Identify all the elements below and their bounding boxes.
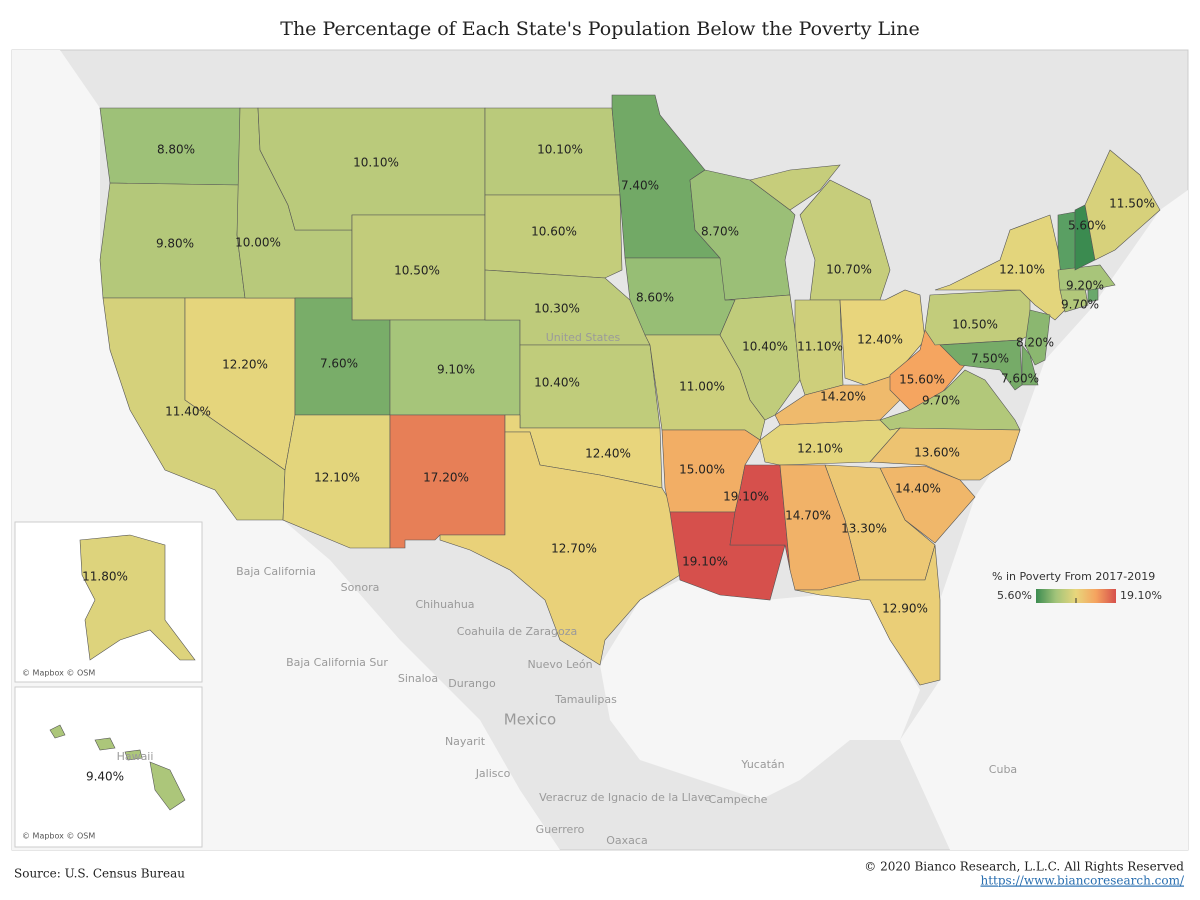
value-label: 14.40% [895, 482, 941, 496]
value-label: 14.70% [785, 509, 831, 523]
value-label: 5.60% [1068, 219, 1106, 233]
basemap-label: Cuba [989, 763, 1017, 776]
value-label: 9.20% [1066, 279, 1104, 293]
state-region [79, 534, 196, 661]
value-label: 17.20% [423, 471, 469, 485]
value-label: 10.60% [531, 225, 577, 239]
value-label: 12.40% [857, 333, 903, 347]
value-label: 9.10% [437, 363, 475, 377]
basemap-label: Guerrero [536, 823, 585, 836]
value-label: 14.20% [820, 390, 866, 404]
value-label: 15.60% [899, 373, 945, 387]
value-label: 13.60% [914, 446, 960, 460]
legend-gradient [1036, 589, 1116, 603]
state-region [484, 194, 623, 279]
value-label: 12.40% [585, 447, 631, 461]
basemap-label: Nuevo León [527, 658, 592, 671]
basemap-label: Yucatán [740, 758, 784, 771]
basemap-label: Nayarit [445, 735, 486, 748]
legend-min: 5.60% [997, 589, 1032, 602]
state-region [1024, 309, 1051, 366]
state-region [719, 294, 801, 421]
value-label: 12.20% [222, 358, 268, 372]
labels: 8.80% 9.80% 11.40% 12.20% 10.00% 10.10% 10.50%… [22, 143, 1162, 848]
value-label: 12.10% [797, 442, 843, 456]
value-label: 19.10% [723, 490, 769, 504]
water-body [900, 190, 1188, 850]
basemap-label: Baja California [236, 565, 316, 578]
state-region [749, 164, 891, 301]
basemap-label: Chihuahua [415, 598, 474, 611]
basemap-label: Tamaulipas [554, 693, 617, 706]
basemap-label: Campeche [709, 793, 768, 806]
basemap-label: United States [546, 331, 621, 344]
state-region [794, 544, 941, 686]
value-label: 10.40% [534, 376, 580, 390]
value-label: 8.60% [636, 291, 674, 305]
legend-title: % in Poverty From 2017-2019 [992, 570, 1155, 583]
state-region [49, 724, 186, 811]
basemap-label: Jalisco [475, 767, 511, 780]
state-region [439, 431, 681, 666]
value-label: 19.10% [682, 555, 728, 569]
basemap-label: Durango [448, 677, 496, 690]
value-label: 13.30% [841, 522, 887, 536]
insets [14, 521, 203, 848]
state-region [939, 339, 1023, 391]
value-label: 7.40% [621, 179, 659, 193]
value-label: 9.70% [1061, 298, 1099, 312]
value-label: 10.10% [353, 156, 399, 170]
attribution: © Mapbox © OSM [22, 669, 95, 678]
value-label: 7.50% [971, 352, 1009, 366]
value-label: 10.40% [742, 340, 788, 354]
value-label: 7.60% [320, 357, 358, 371]
basemap-label: Hawaii [117, 750, 154, 763]
state-region [1084, 149, 1161, 261]
value-label: 12.10% [999, 263, 1045, 277]
state-region [869, 427, 1021, 481]
value-label: 15.00% [679, 463, 725, 477]
legend-max: 19.10% [1120, 589, 1162, 602]
value-label: 8.20% [1016, 336, 1054, 350]
value-label: 10.70% [826, 263, 872, 277]
value-label: 11.00% [679, 380, 725, 394]
value-label: 10.10% [537, 143, 583, 157]
value-label: 9.80% [156, 237, 194, 251]
value-label: 9.40% [86, 770, 124, 784]
basemap-label: Veracruz de Ignacio de la Llave [539, 791, 711, 804]
value-label: 12.70% [551, 542, 597, 556]
website-link[interactable]: https://www.biancoresearch.com/ [980, 874, 1184, 888]
value-label: 10.00% [235, 236, 281, 250]
basemap-label: Sonora [341, 581, 380, 594]
value-label: 9.70% [922, 394, 960, 408]
value-label: 7.60% [1001, 372, 1039, 386]
state-region [1021, 344, 1039, 386]
basemap-label: Oaxaca [606, 834, 647, 847]
basemap-label: Coahuila de Zaragoza [457, 625, 577, 638]
value-label: 10.50% [952, 318, 998, 332]
value-label: 10.50% [394, 264, 440, 278]
states [99, 94, 1161, 686]
basemap-label: Baja California Sur [286, 656, 388, 669]
attribution: © Mapbox © OSM [22, 832, 95, 841]
source: Source: U.S. Census Bureau [14, 867, 185, 881]
value-label: 12.10% [314, 471, 360, 485]
value-label: 11.80% [82, 570, 128, 584]
water-body [600, 580, 920, 800]
value-label: 11.40% [165, 405, 211, 419]
copyright: © 2020 Bianco Research, L.L.C. All Right… [864, 860, 1184, 874]
value-label: 12.90% [882, 602, 928, 616]
value-label: 8.80% [157, 143, 195, 157]
basemap-label: Mexico [504, 711, 556, 729]
value-label: 11.10% [797, 340, 843, 354]
state-region [1057, 264, 1116, 291]
hawaii-inset [14, 686, 203, 848]
value-label: 11.50% [1109, 197, 1155, 211]
chart-title: The Percentage of Each State's Populatio… [280, 18, 919, 40]
value-label: 8.70% [701, 225, 739, 239]
value-label: 10.30% [534, 302, 580, 316]
basemap-label: Sinaloa [398, 672, 438, 685]
